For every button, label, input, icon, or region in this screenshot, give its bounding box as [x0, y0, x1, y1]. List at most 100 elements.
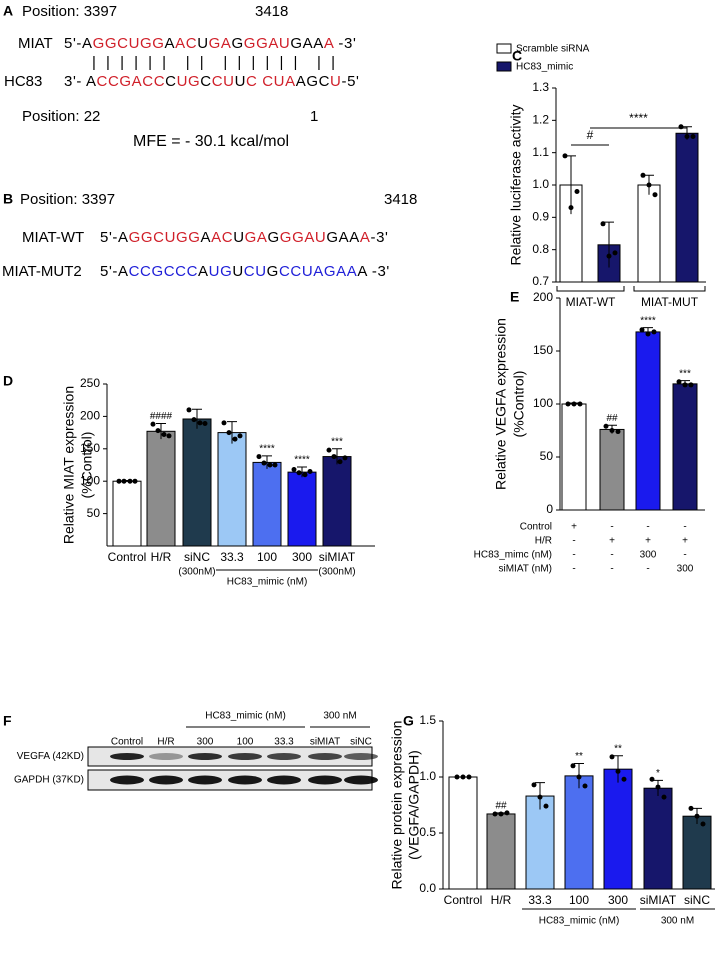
- y-tick-label: 1.3: [532, 80, 549, 94]
- position: Position: 22: [22, 108, 100, 125]
- bar: [322, 456, 352, 547]
- error-bar: [156, 423, 166, 440]
- data-point: [678, 124, 684, 130]
- data-point: [562, 153, 568, 159]
- position: Position: 3397: [22, 3, 117, 20]
- band: [188, 753, 222, 760]
- data-point: [460, 774, 466, 780]
- error-bar: [262, 455, 272, 469]
- data-point: [615, 429, 621, 435]
- data-point: [690, 134, 696, 139]
- data-point: [577, 401, 583, 407]
- data-point: [612, 250, 618, 256]
- y-axis-label: (%Control): [511, 371, 527, 438]
- data-point: [615, 768, 621, 774]
- data-point: [202, 421, 208, 427]
- y-axis-label: Relative luciferase activity: [508, 104, 524, 265]
- nucleotides: CCUAGAA: [279, 263, 357, 280]
- condition-cell: -: [610, 550, 613, 561]
- data-point: [640, 172, 646, 178]
- band: [188, 775, 222, 785]
- data-point: [543, 803, 549, 809]
- condition-cell: +: [609, 536, 615, 547]
- x-tick-label: siNC: [684, 893, 710, 907]
- significance: ####: [150, 411, 173, 422]
- position: 3418: [384, 191, 417, 208]
- sequence-name: MIAT-WT: [22, 229, 84, 246]
- bar: [603, 768, 633, 890]
- y-axis-label: Relative MIAT expression: [61, 386, 77, 544]
- nucleotides: GAA: [290, 35, 323, 52]
- data-point: [651, 329, 657, 335]
- error-bar: [297, 466, 307, 478]
- legend-swatch: [496, 43, 512, 54]
- condition-label: HC83_mimc (nM): [474, 550, 552, 561]
- data-point: [191, 417, 197, 423]
- pairing: | | | | | | | | | | | | | | | |: [92, 54, 336, 71]
- x-tick-label: 300: [292, 550, 312, 564]
- bar: [672, 383, 698, 511]
- nucleotides: 5'-A: [64, 35, 93, 52]
- group-label: HC83_mimic (nM): [205, 711, 286, 722]
- significance: ****: [640, 315, 656, 326]
- data-point: [652, 192, 658, 198]
- data-point: [261, 460, 267, 466]
- nucleotides: CCGCCC: [129, 263, 198, 280]
- condition-label: siMIAT (nM): [498, 564, 552, 575]
- group-label: 300 nM: [661, 916, 694, 927]
- data-point: [682, 382, 688, 388]
- data-point: [272, 462, 278, 468]
- data-point: [621, 776, 627, 782]
- band: [308, 753, 342, 760]
- y-tick-label: 50: [540, 449, 554, 463]
- bar: [643, 787, 673, 890]
- nucleotides: U: [235, 73, 246, 90]
- data-point: [197, 420, 203, 426]
- lane-label: 33.3: [274, 737, 294, 748]
- x-tick-label: MIAT-WT: [566, 295, 616, 309]
- data-point: [639, 327, 645, 333]
- x-tick-note: (300nM): [318, 567, 355, 578]
- data-point: [688, 805, 694, 811]
- data-point: [531, 782, 537, 788]
- y-tick-label: 150: [533, 343, 553, 357]
- nucleotides: A: [198, 263, 209, 280]
- lane-label: siMIAT: [310, 737, 340, 748]
- nucleotides: A -3': [357, 263, 390, 280]
- category-bracket: [633, 286, 706, 292]
- y-tick-label: 0.0: [419, 881, 436, 895]
- data-point: [221, 420, 227, 426]
- data-point: [166, 433, 172, 439]
- bar: [599, 428, 625, 511]
- condition-cell: +: [571, 522, 577, 533]
- nucleotides: C: [200, 73, 211, 90]
- bar: [635, 331, 661, 511]
- nucleotides: GGCUGG: [129, 229, 201, 246]
- nucleotides: UG: [177, 73, 201, 90]
- mfe: MFE = - 30.1 kcal/mol: [133, 133, 289, 150]
- row-label: VEGFA (42KD): [17, 751, 84, 762]
- data-point: [256, 454, 262, 460]
- panel-label: B: [3, 191, 13, 207]
- nucleotides: AC: [175, 35, 197, 52]
- error-bar: [192, 408, 202, 429]
- x-tick-label: MIAT-MUT: [641, 295, 699, 309]
- lane-label: H/R: [157, 737, 174, 748]
- nucleotides: 5'-A: [100, 263, 129, 280]
- band: [228, 753, 262, 760]
- legend-label: Scramble siRNA: [516, 44, 590, 55]
- group-label: HC83_mimic (nM): [539, 916, 620, 927]
- data-point: [226, 430, 232, 436]
- error-bar: [604, 221, 614, 268]
- data-point: [661, 794, 667, 800]
- x-tick-label: 100: [569, 893, 589, 907]
- condition-cell: -: [610, 522, 613, 533]
- band: [267, 753, 301, 760]
- data-point: [570, 763, 576, 769]
- band: [110, 775, 144, 785]
- band: [344, 753, 378, 760]
- data-point: [568, 205, 574, 211]
- significance: **: [575, 751, 583, 762]
- data-point: [609, 428, 615, 433]
- panel-label: F: [3, 713, 12, 729]
